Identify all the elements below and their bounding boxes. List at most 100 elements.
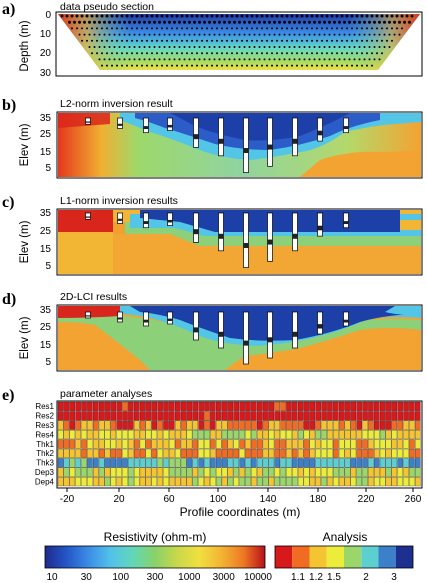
data-point-marker (300, 14, 304, 18)
parameter-cell (397, 448, 403, 458)
parameter-cell (350, 420, 357, 430)
parameter-cell (104, 411, 111, 421)
data-point-marker (173, 46, 176, 48)
parameter-cell (403, 401, 409, 411)
parameter-cell (87, 458, 93, 468)
analysis-color-swatch (292, 546, 310, 568)
parameter-cell (350, 439, 357, 449)
data-point-marker (123, 58, 126, 61)
panel-b-ylabel: Elev (m) (19, 123, 31, 166)
panel-d-frame (56, 304, 423, 372)
parameter-cell (268, 430, 275, 440)
data-point-marker (126, 52, 128, 55)
data-point-marker (121, 39, 123, 42)
data-point-marker (336, 52, 338, 55)
data-point-marker (178, 46, 181, 48)
parameter-cell (303, 477, 310, 487)
parameter-cell (379, 477, 386, 487)
data-point-marker (266, 39, 268, 42)
data-point-marker (303, 46, 306, 48)
data-point-marker (353, 33, 356, 36)
parameter-cell (174, 439, 181, 449)
parameter-cell (204, 458, 210, 468)
parameter-cell (157, 448, 163, 458)
data-point-marker (296, 64, 298, 67)
panel-a-label: a) (2, 1, 15, 18)
parameter-cell (93, 411, 99, 421)
data-point-marker (388, 33, 391, 36)
parameter-cell (362, 439, 368, 449)
panel-a-title: data pseudo section (60, 1, 154, 13)
parameter-row-label: Res2 (35, 412, 54, 421)
data-point-marker (278, 33, 281, 36)
parameter-cell (133, 401, 140, 411)
parameter-cell (268, 467, 275, 477)
parameter-cell (186, 467, 193, 477)
data-point-marker (183, 20, 186, 24)
parameter-cell (151, 477, 158, 487)
parameter-cell (151, 467, 158, 477)
data-point-marker (183, 33, 186, 36)
parameter-cell (362, 401, 368, 411)
data-point-marker (228, 46, 231, 48)
panel-b-title: L2-norm inversion result (60, 98, 173, 110)
analysis-color-swatch (378, 546, 396, 568)
data-point-marker (338, 20, 341, 24)
data-point-marker (328, 20, 331, 24)
parameter-cell (110, 420, 117, 430)
parameter-cell (403, 477, 409, 487)
parameter-cell (286, 448, 292, 458)
parameter-cell (391, 458, 398, 468)
parameter-cell (75, 411, 81, 421)
data-point-marker (70, 14, 74, 18)
data-point-marker (111, 64, 113, 67)
parameter-cell (81, 439, 87, 449)
parameter-cell (157, 411, 163, 421)
parameter-cell (210, 458, 216, 468)
data-point-marker (383, 46, 386, 48)
data-point-marker (366, 27, 368, 30)
borehole (243, 212, 249, 268)
data-point-marker (323, 20, 326, 24)
data-point-marker (286, 64, 288, 67)
data-point-marker (205, 14, 209, 18)
data-point-marker (153, 20, 156, 24)
parameter-cell (350, 448, 357, 458)
data-point-marker (308, 33, 311, 36)
data-point-marker (306, 52, 308, 55)
parameter-cell (327, 430, 333, 440)
parameter-cell (192, 467, 199, 477)
parameter-cell (192, 448, 199, 458)
data-point-marker (306, 27, 308, 30)
data-point-marker (175, 14, 179, 18)
data-point-marker (60, 14, 64, 18)
parameter-cell (81, 420, 87, 430)
data-point-marker (193, 33, 196, 36)
parameter-cell (104, 439, 111, 449)
data-point-marker (246, 64, 248, 67)
parameter-cell (93, 467, 99, 477)
borehole (167, 117, 173, 131)
parameter-row-label: Thk2 (36, 449, 54, 458)
data-point-marker (261, 52, 263, 55)
data-point-marker (176, 39, 178, 42)
parameter-cell (327, 477, 333, 487)
panel-a: a) data pseudo section Depth (m) 0 10 20… (2, 1, 423, 79)
parameter-cell (356, 448, 362, 458)
parameter-cell (221, 401, 228, 411)
parameter-cell (280, 458, 286, 468)
data-point-marker (288, 46, 291, 48)
parameter-cell (374, 448, 380, 458)
data-point-marker (101, 39, 103, 42)
parameter-cell (215, 458, 222, 468)
data-point-marker (273, 58, 276, 61)
parameter-cell (368, 467, 374, 477)
parameter-cell (75, 448, 81, 458)
borehole (143, 212, 149, 229)
borehole-layer-mark (267, 144, 273, 150)
data-point-marker (333, 33, 336, 36)
data-point-marker (195, 14, 199, 18)
data-point-marker (251, 27, 253, 30)
borehole (193, 117, 199, 148)
parameter-cell (403, 467, 409, 477)
